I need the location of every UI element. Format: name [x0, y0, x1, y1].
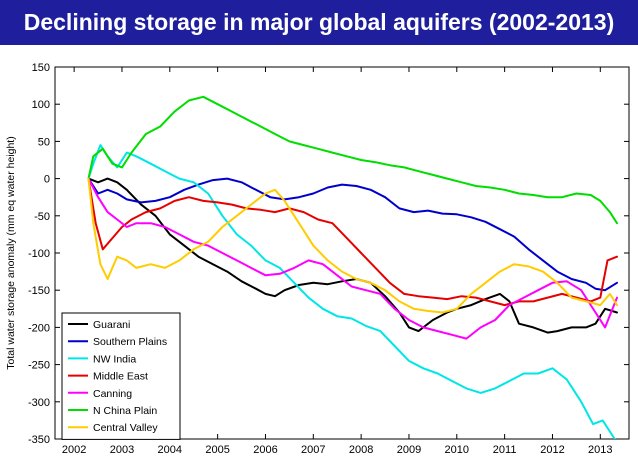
series-line-central-valley	[87, 177, 618, 314]
x-tick-label: 2003	[110, 444, 134, 456]
chart: 2002 2003 2004 2005 2006 2007 2008 2009 2010 2011…	[5, 62, 630, 456]
y-tick-label: -50	[34, 211, 50, 223]
chart-title: Declining storage in major global aquife…	[23, 9, 615, 35]
legend-label-southern-plains: Southern Plains	[93, 336, 167, 348]
x-tick-label: 2004	[158, 444, 182, 456]
y-axis-label: Total water storage anomaly (mm eq water…	[5, 136, 17, 369]
y-tick-label: 150	[32, 62, 50, 74]
series-line-n-china-plain	[87, 95, 618, 225]
y-tick-label: -200	[28, 322, 50, 334]
x-tick-label: 2012	[540, 444, 564, 456]
series-line-canning	[87, 177, 618, 340]
legend-label-central-valley: Central Valley	[93, 422, 158, 434]
legend-label-nw-india: NW India	[93, 353, 136, 365]
y-tick-label: -100	[28, 248, 50, 260]
y-tick-label: -250	[28, 360, 50, 372]
legend-label-canning: Canning	[93, 388, 132, 400]
legend-label-middle-east: Middle East	[93, 371, 148, 383]
x-tick-label: 2009	[397, 444, 421, 456]
legend-label-guarani: Guarani	[93, 319, 130, 331]
y-tick-label: 0	[44, 174, 50, 186]
x-tick-label: 2005	[205, 444, 229, 456]
x-tick-label: 2008	[349, 444, 373, 456]
x-tick-label: 2011	[493, 444, 517, 456]
series-group	[87, 95, 618, 439]
y-tick-label: 50	[38, 136, 50, 148]
x-tick-label: 2006	[253, 444, 277, 456]
x-tick-label: 2002	[62, 444, 86, 456]
series-line-nw-india	[87, 144, 616, 439]
title-bar: Declining storage in major global aquife…	[0, 0, 638, 45]
x-tick-label: 2010	[445, 444, 469, 456]
series-line-southern-plains	[87, 177, 618, 292]
y-tick-label: -300	[28, 397, 50, 409]
x-tick-label: 2007	[301, 444, 325, 456]
series-line-middle-east	[87, 177, 618, 307]
y-tick-label: -150	[28, 285, 50, 297]
y-tick-label: 100	[32, 99, 50, 111]
legend-label-n-china-plain: N China Plain	[93, 405, 157, 417]
x-tick-label: 2013	[588, 444, 612, 456]
y-tick-label: -350	[28, 434, 50, 446]
